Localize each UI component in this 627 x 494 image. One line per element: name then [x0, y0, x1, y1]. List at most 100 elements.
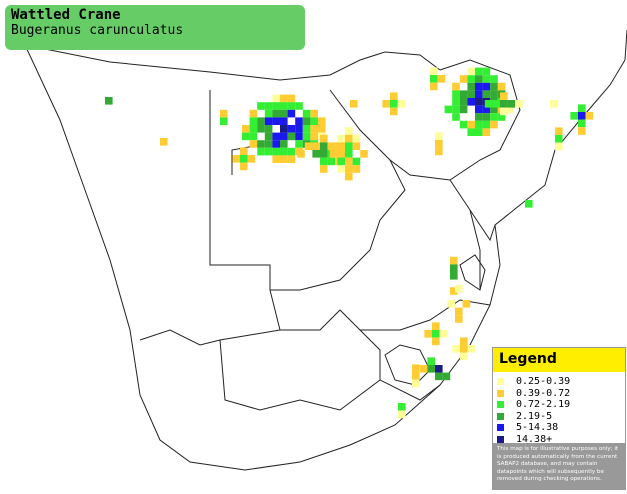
atlas-cell: [352, 165, 361, 173]
atlas-cell: [272, 94, 280, 103]
atlas-cell: [280, 125, 288, 133]
atlas-cell: [482, 75, 491, 83]
atlas-cell: [467, 90, 475, 98]
atlas-cell: [435, 140, 443, 148]
atlas-cell: [459, 98, 468, 106]
atlas-cell: [264, 109, 273, 118]
atlas-cell: [249, 125, 258, 133]
atlas-cell: [272, 147, 280, 156]
legend-label: 0.25-0.39: [516, 376, 571, 388]
atlas-cell: [320, 157, 328, 166]
atlas-cell: [475, 120, 483, 129]
atlas-cell: [432, 337, 440, 346]
atlas-cell: [475, 82, 483, 91]
atlas-cell: [327, 142, 336, 150]
atlas-cell: [345, 172, 353, 181]
legend-label: 5-14.38: [516, 422, 559, 434]
atlas-cell: [345, 157, 353, 166]
atlas-cell: [287, 94, 296, 103]
atlas-cell: [272, 109, 280, 118]
atlas-cell: [455, 315, 463, 323]
atlas-cell: [550, 100, 558, 108]
atlas-cell: [585, 112, 594, 120]
atlas-cell: [272, 155, 280, 163]
legend-label: 0.39-0.72: [516, 387, 571, 399]
atlas-cell: [467, 75, 475, 83]
atlas-cell: [432, 330, 440, 338]
atlas-cell: [444, 105, 453, 114]
atlas-cell: [435, 132, 443, 140]
atlas-cell: [459, 105, 468, 114]
atlas-cell: [310, 125, 318, 133]
atlas-cell: [287, 132, 296, 141]
atlas-cell: [320, 150, 328, 158]
atlas-cell: [220, 117, 228, 125]
atlas-cell: [497, 82, 506, 91]
atlas-cell: [297, 150, 305, 158]
atlas-cell: [467, 120, 475, 129]
atlas-cell: [447, 300, 455, 308]
atlas-cell: [272, 102, 280, 110]
atlas-cell: [352, 134, 361, 143]
atlas-cell: [350, 100, 358, 108]
atlas-cell: [452, 90, 460, 98]
atlas-cell: [249, 109, 258, 118]
atlas-cell: [490, 75, 498, 83]
atlas-cell: [302, 125, 311, 133]
atlas-cell: [525, 200, 533, 208]
atlas-cell: [578, 104, 586, 112]
atlas-cell: [280, 140, 288, 148]
legend-label: 2.19-5: [516, 410, 553, 422]
atlas-cell: [467, 128, 475, 136]
atlas-cell: [264, 132, 273, 141]
atlas-cell: [295, 132, 303, 141]
atlas-cell: [490, 113, 498, 121]
atlas-cell: [310, 132, 318, 141]
atlas-cell: [570, 112, 578, 120]
atlas-cell: [452, 82, 460, 91]
atlas-cell: [345, 127, 353, 135]
atlas-cell: [264, 140, 273, 148]
atlas-cell: [280, 132, 288, 141]
atlas-cell: [337, 157, 345, 166]
legend-items: 0.25-0.39 0.39-0.72 0.72-2.19 2.19-5 5-14.38…: [493, 372, 625, 445]
legend-swatch: [497, 412, 504, 420]
atlas-cell: [439, 330, 448, 338]
atlas-cell: [412, 364, 420, 372]
atlas-cell: [427, 357, 435, 365]
atlas-cell: [475, 75, 483, 83]
atlas-cell: [360, 150, 368, 158]
legend-item: 5-14.38: [497, 422, 621, 434]
atlas-cell: [302, 117, 311, 125]
atlas-cell: [455, 284, 463, 293]
atlas-cell: [412, 379, 420, 388]
atlas-cell: [337, 142, 345, 150]
atlas-cell: [345, 134, 353, 143]
atlas-cell: [280, 102, 288, 110]
atlas-cell: [398, 403, 406, 411]
atlas-cell: [329, 150, 338, 158]
atlas-cell: [424, 330, 432, 338]
atlas-cell: [507, 100, 516, 108]
atlas-cell: [257, 147, 265, 156]
atlas-cell: [437, 75, 446, 83]
legend-item: 0.25-0.39: [497, 376, 621, 388]
legend-item: 0.72-2.19: [497, 399, 621, 411]
atlas-cell: [287, 125, 296, 133]
atlas-cell: [304, 142, 313, 150]
atlas-cell: [397, 100, 406, 108]
atlas-cell: [442, 372, 451, 381]
atlas-cell: [242, 132, 250, 141]
legend: Legend 0.25-0.39 0.39-0.72 0.72-2.19 2.19-5…: [492, 347, 626, 490]
atlas-cell: [435, 365, 443, 373]
atlas-cell: [345, 150, 353, 158]
atlas-cell: [515, 100, 523, 108]
atlas-cell: [500, 107, 508, 116]
atlas-cell: [272, 140, 280, 148]
atlas-cell: [249, 132, 258, 141]
atlas-cell: [435, 147, 443, 156]
atlas-cell: [240, 155, 248, 163]
atlas-cell: [257, 140, 265, 148]
disclaimer: This map is for illustrative purposes on…: [493, 443, 625, 489]
